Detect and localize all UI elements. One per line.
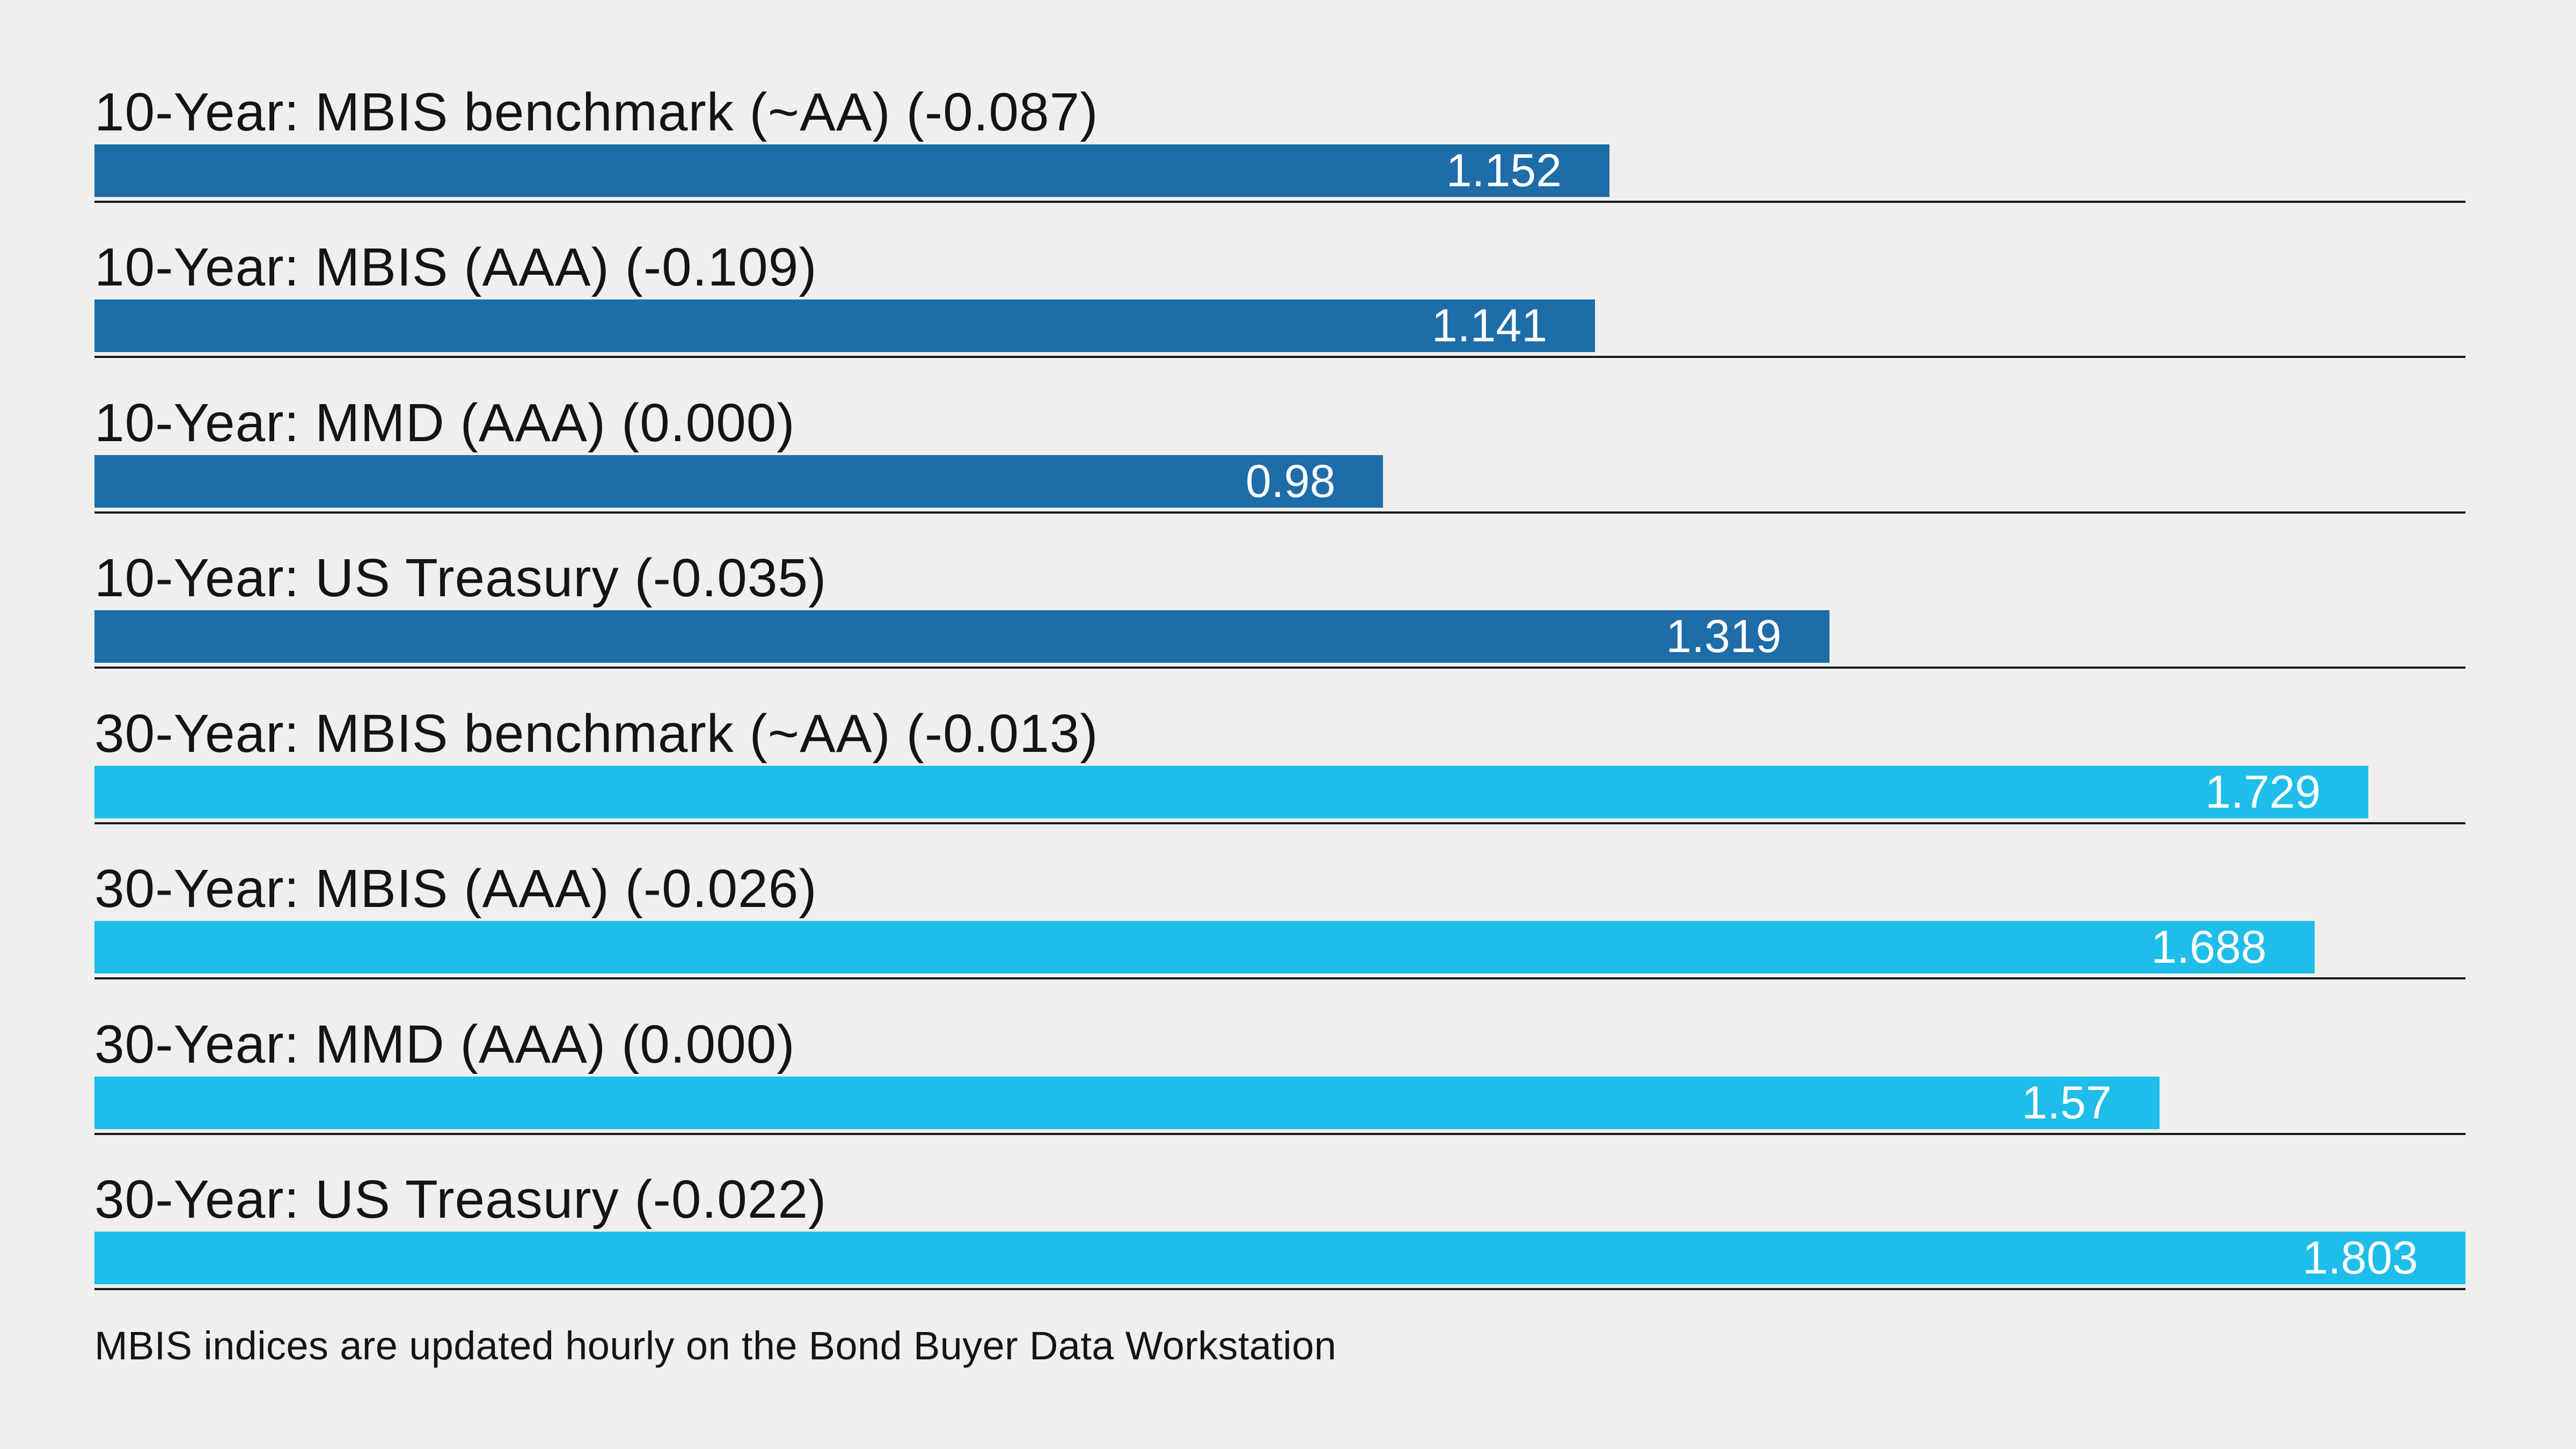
bar-row: 10-Year: US Treasury (-0.035) 1.319 xyxy=(94,546,2466,669)
bar-track: 1.152 xyxy=(94,144,2465,197)
row-separator-line xyxy=(94,352,2466,358)
bar-row: 30-Year: MMD (AAA) (0.000) 1.57 xyxy=(94,1012,2466,1135)
bar-value-label: 1.152 xyxy=(1446,144,1562,196)
row-separator-line xyxy=(94,818,2466,824)
bar-track: 0.98 xyxy=(94,455,2465,508)
bar-row: 30-Year: MBIS benchmark (~AA) (-0.013) 1… xyxy=(94,701,2466,824)
bar-category-label: 30-Year: US Treasury (-0.022) xyxy=(94,1169,827,1230)
bar-value-label: 1.729 xyxy=(2205,766,2321,818)
bar-track: 1.688 xyxy=(94,921,2465,974)
bar-row: 10-Year: MMD (AAA) (0.000) 0.98 xyxy=(94,391,2466,514)
bar: 1.57 xyxy=(94,1076,2160,1129)
bar-category-label: 10-Year: MMD (AAA) (0.000) xyxy=(94,392,795,453)
row-separator-line xyxy=(94,1284,2466,1291)
row-separator-line xyxy=(94,974,2466,980)
chart-footnote: MBIS indices are updated hourly on the B… xyxy=(94,1323,1337,1368)
bar-category-label: 30-Year: MMD (AAA) (0.000) xyxy=(94,1014,795,1074)
bar-value-label: 1.57 xyxy=(2022,1077,2112,1129)
row-separator-line xyxy=(94,663,2466,669)
bar: 1.141 xyxy=(94,299,1595,353)
bar: 1.729 xyxy=(94,765,2369,818)
row-separator-line xyxy=(94,1129,2466,1135)
row-separator-line xyxy=(94,508,2466,514)
bar: 0.98 xyxy=(94,455,1384,508)
bar-value-label: 1.803 xyxy=(2302,1232,2418,1284)
bar-value-label: 0.98 xyxy=(1246,455,1336,507)
bar-track: 1.319 xyxy=(94,610,2465,663)
bar-row: 30-Year: MBIS (AAA) (-0.026) 1.688 xyxy=(94,857,2466,980)
bar: 1.688 xyxy=(94,921,2315,974)
bar-track: 1.729 xyxy=(94,765,2465,818)
bar-track: 1.141 xyxy=(94,299,2465,353)
bar-row: 10-Year: MBIS benchmark (~AA) (-0.087) 1… xyxy=(94,80,2466,203)
bar-category-label: 10-Year: MBIS benchmark (~AA) (-0.087) xyxy=(94,82,1099,142)
bar-value-label: 1.319 xyxy=(1666,611,1782,663)
bar-category-label: 30-Year: MBIS benchmark (~AA) (-0.013) xyxy=(94,703,1099,764)
bar-value-label: 1.141 xyxy=(1431,300,1547,352)
bar-category-label: 30-Year: MBIS (AAA) (-0.026) xyxy=(94,859,817,919)
bar-category-label: 10-Year: US Treasury (-0.035) xyxy=(94,548,827,609)
bar: 1.152 xyxy=(94,144,1609,197)
bar-track: 1.57 xyxy=(94,1076,2465,1129)
bar-track: 1.803 xyxy=(94,1232,2466,1285)
bar-chart: 10-Year: MBIS benchmark (~AA) (-0.087) 1… xyxy=(94,80,2466,1291)
bar-row: 10-Year: MBIS (AAA) (-0.109) 1.141 xyxy=(94,235,2466,358)
bar-category-label: 10-Year: MBIS (AAA) (-0.109) xyxy=(94,237,817,298)
bar-value-label: 1.688 xyxy=(2151,921,2267,974)
bar-row: 30-Year: US Treasury (-0.022) 1.803 xyxy=(94,1167,2466,1291)
row-separator-line xyxy=(94,197,2466,203)
bar: 1.803 xyxy=(94,1232,2466,1285)
bar: 1.319 xyxy=(94,610,1829,663)
